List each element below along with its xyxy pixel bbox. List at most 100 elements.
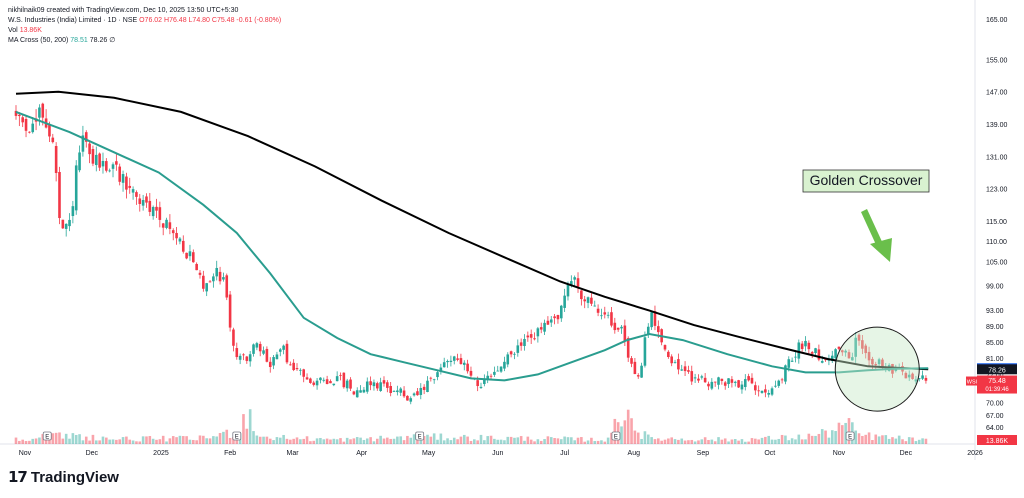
candle-body xyxy=(446,360,449,363)
ma-slow-value: 78.26 xyxy=(89,37,108,44)
tradingview-logo-icon: 17 xyxy=(8,468,28,486)
volume-bar xyxy=(161,435,165,444)
candle-body xyxy=(125,176,128,190)
candle xyxy=(78,145,81,173)
volume-bar xyxy=(720,439,724,444)
candle xyxy=(135,190,138,205)
volume-bar xyxy=(687,440,690,444)
volume-bar xyxy=(827,437,831,444)
candle-body xyxy=(436,372,439,378)
candle xyxy=(616,327,620,332)
candle-body xyxy=(389,385,392,394)
volume-bar xyxy=(466,436,469,444)
symbol-badge-label: WSI xyxy=(967,380,978,386)
volume-bar xyxy=(439,433,443,444)
volume-bar xyxy=(315,438,319,444)
y-tick-label: 110.00 xyxy=(986,239,1007,246)
candle xyxy=(232,327,235,352)
candle-body xyxy=(462,362,466,365)
candle xyxy=(175,226,178,245)
volume-bar xyxy=(509,436,513,444)
candle-body xyxy=(94,154,98,166)
candle xyxy=(499,366,503,373)
candle xyxy=(867,346,871,367)
candle xyxy=(332,383,336,387)
candle xyxy=(700,374,704,380)
volume-bar xyxy=(178,435,182,444)
candle-body xyxy=(623,325,627,342)
candle xyxy=(58,166,61,225)
volume-bar xyxy=(459,436,463,444)
candle-body xyxy=(442,362,446,368)
volume-bar xyxy=(797,434,801,444)
last-price-value: 75.48 xyxy=(988,378,1006,385)
volume-bar xyxy=(215,436,219,444)
x-tick-label: Feb xyxy=(224,450,236,457)
candle xyxy=(268,357,272,373)
volume-bar xyxy=(128,439,132,444)
candle xyxy=(322,377,326,383)
volume-bar xyxy=(108,439,111,444)
y-tick-label: 139.00 xyxy=(986,122,1008,129)
candle-body xyxy=(693,377,697,379)
candle-body xyxy=(71,206,75,217)
volume-bar xyxy=(713,441,717,444)
candle xyxy=(573,275,576,287)
volume-bar xyxy=(677,439,680,444)
candle-body xyxy=(546,320,550,325)
volume-bar xyxy=(158,439,162,444)
candle-body xyxy=(573,277,576,280)
candle xyxy=(633,358,637,375)
footer: 17 TradingView xyxy=(0,460,1024,493)
candle xyxy=(720,378,724,385)
candle xyxy=(446,359,449,368)
candle-body xyxy=(834,349,837,359)
candle xyxy=(28,131,31,134)
crossover-highlight-circle xyxy=(834,326,920,412)
candle-body xyxy=(192,252,195,263)
volume-bar xyxy=(245,428,249,444)
volume-bar xyxy=(198,435,202,444)
candle xyxy=(737,379,740,389)
volume-bar xyxy=(774,439,777,444)
candle-body xyxy=(379,382,382,391)
candle xyxy=(302,368,305,383)
candle xyxy=(683,361,687,376)
volume-bar xyxy=(733,439,737,444)
candle xyxy=(529,329,533,344)
volume-bar xyxy=(897,435,901,444)
candle-body xyxy=(583,299,587,302)
symbol-badge-bg xyxy=(966,376,978,386)
volume-bar xyxy=(573,440,576,444)
candle xyxy=(921,370,924,381)
candle-body xyxy=(262,350,265,354)
tradingview-logo[interactable]: 17 TradingView xyxy=(8,468,119,486)
candle xyxy=(857,333,861,346)
volume-bar xyxy=(690,439,694,444)
volume-bar xyxy=(780,434,784,444)
candle-body xyxy=(914,379,918,382)
candle-body xyxy=(750,377,754,384)
candle-body xyxy=(299,369,302,371)
volume-bar xyxy=(533,441,536,444)
volume-bar xyxy=(881,435,884,444)
symbol-name[interactable]: W.S. Industries (India) Limited · 1D · N… xyxy=(8,17,138,24)
candle-body xyxy=(255,343,259,348)
volume-bar xyxy=(884,435,888,444)
ma-cross-legend[interactable]: MA Cross (50, 200) 78.51 78.26 ∅ xyxy=(8,36,281,46)
volume-bar xyxy=(556,438,560,444)
volume-bar xyxy=(559,439,563,444)
volume-bar xyxy=(861,435,864,444)
volume-bar xyxy=(901,439,904,444)
volume-legend[interactable]: Vol 13.86K xyxy=(8,26,281,36)
volume-bar xyxy=(292,438,295,444)
candle-body xyxy=(64,223,68,229)
candle-body xyxy=(342,372,346,388)
volume-bar xyxy=(64,433,68,444)
volume-bar xyxy=(409,437,413,444)
candle xyxy=(917,378,921,382)
volume-bar xyxy=(111,439,115,444)
candle xyxy=(171,228,175,241)
volume-bar xyxy=(747,441,750,444)
